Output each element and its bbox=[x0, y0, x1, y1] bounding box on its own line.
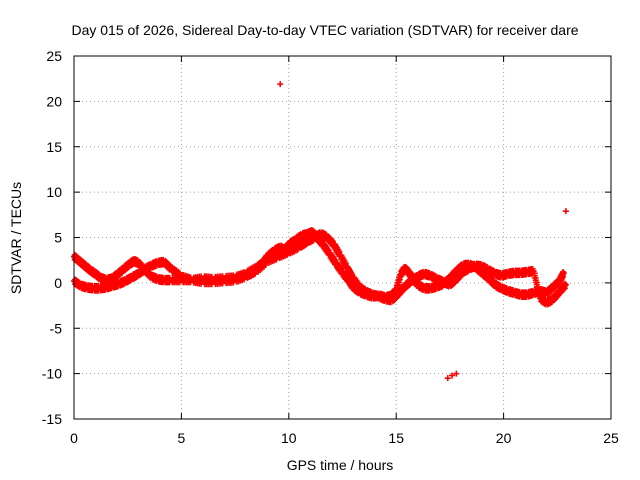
y-tick-label: 10 bbox=[46, 184, 62, 200]
data-point-fill bbox=[118, 270, 125, 277]
data-point bbox=[444, 375, 451, 382]
y-tick-label: -15 bbox=[42, 411, 62, 427]
data-point bbox=[277, 81, 284, 88]
data-point-fill bbox=[273, 256, 280, 263]
x-tick-label: 25 bbox=[603, 430, 619, 446]
data-point bbox=[453, 370, 460, 377]
y-tick-label: -10 bbox=[42, 366, 62, 382]
data-point bbox=[560, 269, 567, 276]
x-tick-label: 5 bbox=[178, 430, 186, 446]
data-point-fill bbox=[406, 282, 413, 289]
data-point-fill bbox=[262, 262, 269, 269]
y-tick-label: 20 bbox=[46, 93, 62, 109]
data-point-fill bbox=[554, 282, 561, 289]
x-tick-label: 10 bbox=[281, 430, 297, 446]
data-point bbox=[562, 281, 569, 288]
x-tick-label: 15 bbox=[388, 430, 404, 446]
plot-frame bbox=[73, 55, 612, 420]
data-points bbox=[71, 81, 569, 382]
y-tick-label: -5 bbox=[50, 320, 63, 336]
y-tick-label: 0 bbox=[54, 275, 62, 291]
y-tick-label: 25 bbox=[46, 48, 62, 64]
x-tick-label: 0 bbox=[70, 430, 78, 446]
data-point-fill bbox=[284, 252, 291, 259]
y-tick-label: 5 bbox=[54, 230, 62, 246]
y-axis-label: SDTVAR / TECUs bbox=[8, 182, 24, 294]
data-point-fill bbox=[294, 246, 301, 253]
data-point-fill bbox=[451, 280, 458, 287]
data-point-fill bbox=[547, 288, 554, 295]
x-axis-label: GPS time / hours bbox=[287, 457, 394, 473]
data-point-fill bbox=[393, 295, 400, 302]
data-point bbox=[449, 372, 456, 379]
data-point-fill bbox=[251, 271, 258, 278]
x-tick-label: 20 bbox=[496, 430, 512, 446]
y-tick-label: 15 bbox=[46, 139, 62, 155]
grid-lines bbox=[74, 56, 611, 419]
data-point bbox=[562, 208, 569, 215]
data-point-fill bbox=[561, 285, 568, 292]
y-axis-ticks: -15 -10 -5 0 5 10 15 20 25 bbox=[42, 48, 611, 427]
chart-title: Day 015 of 2026, Sidereal Day-to-day VTE… bbox=[71, 22, 578, 38]
